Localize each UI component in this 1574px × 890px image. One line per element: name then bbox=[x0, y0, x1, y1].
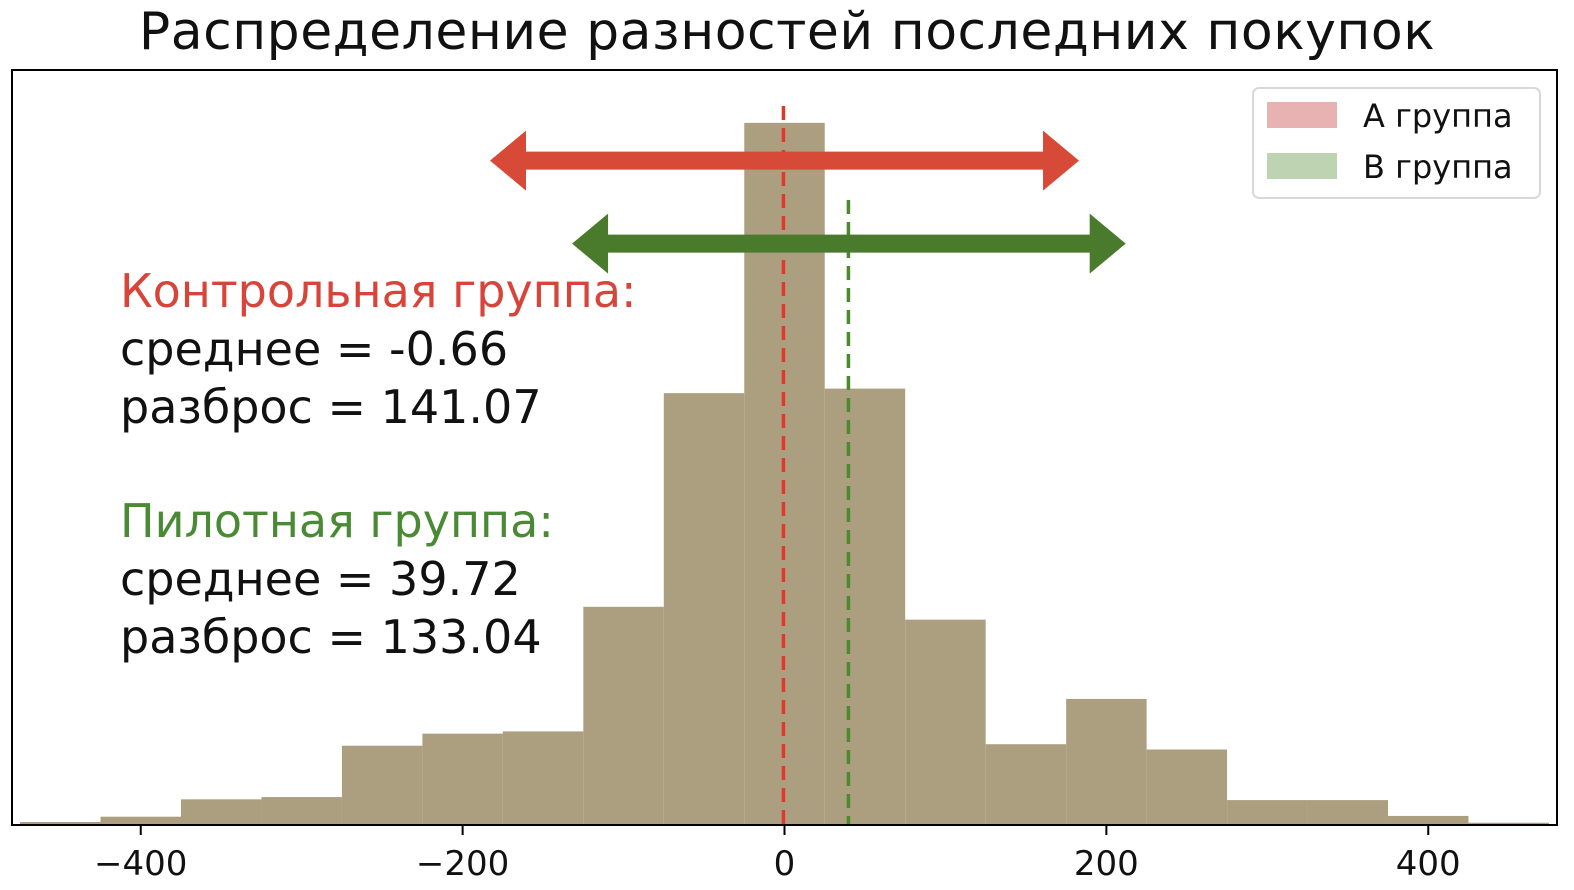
histogram-bar bbox=[20, 821, 101, 825]
histogram-bar bbox=[1146, 749, 1228, 825]
range-arrow bbox=[489, 130, 1080, 191]
chart-title: Распределение разностей последних покупо… bbox=[138, 2, 1436, 62]
histogram-bar bbox=[583, 606, 664, 825]
histogram-bar bbox=[1468, 822, 1549, 825]
legend-label-a: A группа bbox=[1363, 97, 1513, 135]
range-arrows bbox=[489, 130, 1126, 274]
range-arrow bbox=[572, 213, 1126, 274]
control-group-mean: среднее = -0.66 bbox=[120, 322, 509, 376]
histogram-bar bbox=[985, 744, 1067, 825]
histogram-bar bbox=[261, 797, 342, 825]
x-axis-ticks: −400 −200 0 200 400 bbox=[94, 825, 1461, 884]
legend-swatch-a bbox=[1267, 102, 1337, 128]
histogram-bar bbox=[180, 799, 262, 825]
x-tick-label: 200 bbox=[1074, 844, 1139, 884]
control-group-spread: разброс = 141.07 bbox=[120, 380, 542, 434]
legend: A группа B группа bbox=[1252, 87, 1541, 199]
histogram-bar bbox=[663, 393, 745, 825]
mean-lines bbox=[781, 106, 851, 825]
histogram-bar bbox=[502, 731, 584, 825]
pilot-group-mean: среднее = 39.72 bbox=[120, 552, 521, 606]
legend-swatch-b bbox=[1267, 153, 1337, 179]
histogram-bar bbox=[341, 745, 423, 825]
histogram-bar bbox=[1388, 815, 1469, 825]
histogram-bar bbox=[905, 619, 986, 825]
control-group-title: Контрольная группа: bbox=[120, 264, 637, 318]
x-tick-label: 0 bbox=[774, 844, 796, 884]
x-tick-label: −200 bbox=[416, 844, 509, 884]
x-tick-label: −400 bbox=[94, 844, 187, 884]
histogram-bar bbox=[1066, 698, 1147, 825]
histogram-bar bbox=[100, 816, 181, 825]
histogram-bar bbox=[1227, 800, 1308, 825]
x-tick-label: 400 bbox=[1396, 844, 1461, 884]
legend-label-b: B группа bbox=[1363, 148, 1513, 186]
histogram-bar bbox=[1307, 800, 1389, 825]
histogram-bar bbox=[824, 388, 906, 825]
pilot-group-title: Пилотная группа: bbox=[120, 494, 554, 548]
pilot-group-spread: разброс = 133.04 bbox=[120, 610, 542, 664]
histogram-bar bbox=[422, 733, 503, 825]
